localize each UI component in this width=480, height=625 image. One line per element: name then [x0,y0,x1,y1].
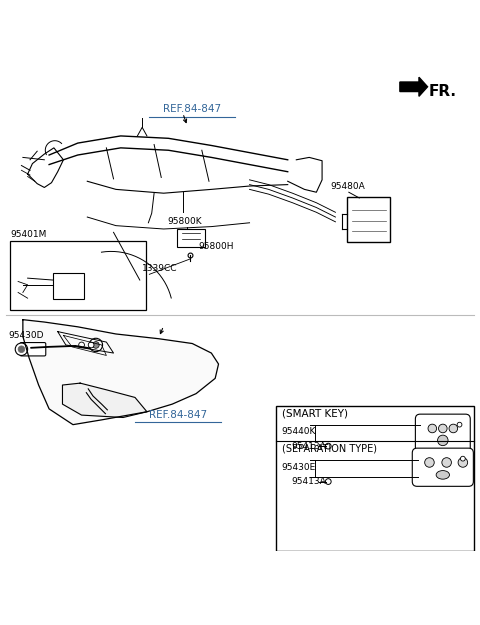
Text: 1339CC: 1339CC [142,264,178,273]
Ellipse shape [436,471,449,479]
Circle shape [88,342,94,348]
Text: 95800H: 95800H [198,242,233,251]
Text: REF.84-847: REF.84-847 [149,410,207,420]
Circle shape [457,422,462,427]
FancyBboxPatch shape [348,196,390,242]
Text: (SEPARATION TYPE): (SEPARATION TYPE) [281,444,376,454]
Text: 95430E: 95430E [281,462,316,472]
Circle shape [449,424,457,432]
Circle shape [439,424,447,432]
Text: 95430D: 95430D [9,331,44,340]
FancyBboxPatch shape [177,229,204,247]
Polygon shape [400,78,428,96]
Text: 95480A: 95480A [331,182,365,191]
Text: (SMART KEY): (SMART KEY) [281,408,348,418]
Text: REF.84-847: REF.84-847 [163,104,221,114]
Polygon shape [62,383,147,418]
Circle shape [438,435,448,446]
Circle shape [325,443,331,449]
Circle shape [428,424,437,432]
Text: 95413A: 95413A [291,442,326,451]
Circle shape [15,343,28,356]
FancyBboxPatch shape [415,414,470,452]
FancyBboxPatch shape [10,241,146,310]
Circle shape [18,346,25,352]
Ellipse shape [442,458,451,468]
Circle shape [325,479,331,484]
Circle shape [89,338,103,352]
Text: FR.: FR. [429,84,456,99]
FancyBboxPatch shape [412,448,473,486]
Circle shape [79,342,84,348]
Circle shape [93,342,99,348]
Text: 95401M: 95401M [10,229,47,239]
Text: 95800K: 95800K [168,217,202,226]
Text: 95440K: 95440K [281,428,316,436]
Ellipse shape [458,458,468,468]
FancyBboxPatch shape [20,342,46,356]
Ellipse shape [425,458,434,468]
Circle shape [460,456,465,461]
FancyBboxPatch shape [276,406,474,551]
Polygon shape [23,319,218,424]
Text: 95413A: 95413A [291,477,326,486]
FancyBboxPatch shape [53,273,84,299]
